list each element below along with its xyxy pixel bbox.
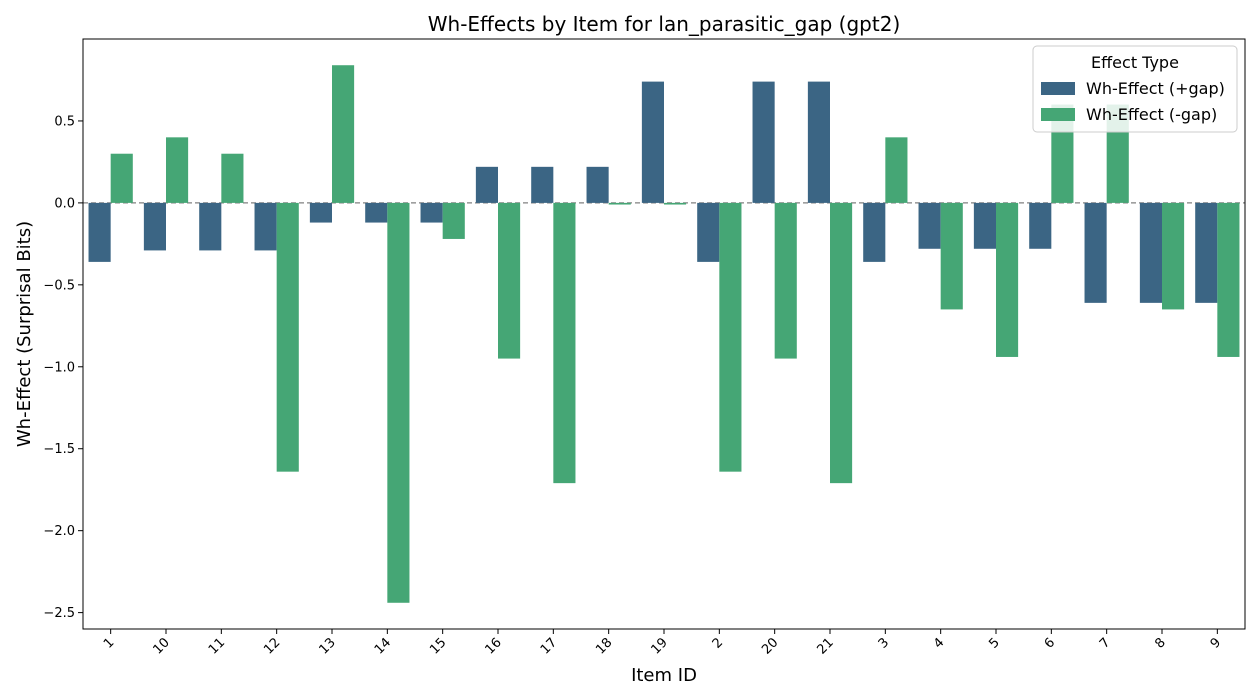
bar-plus-gap-item-8: [1139, 202, 1162, 303]
bar-minus-gap-item-4: [940, 202, 963, 310]
bar-plus-gap-item-6: [1029, 202, 1052, 249]
bar-minus-gap-item-21: [830, 202, 853, 484]
x-tick-label: 16: [483, 635, 505, 657]
x-tick-label: 10: [151, 635, 173, 657]
bar-plus-gap-item-17: [531, 166, 554, 203]
bars: [88, 65, 1240, 603]
bar-minus-gap-item-2: [719, 202, 742, 472]
legend-label-plus-gap: Wh-Effect (+gap): [1086, 79, 1225, 98]
bar-minus-gap-item-3: [885, 137, 908, 203]
x-tick-label: 13: [317, 635, 339, 657]
bar-minus-gap-item-11: [221, 153, 244, 203]
bar-plus-gap-item-12: [254, 202, 277, 251]
x-tick-label: 19: [649, 635, 671, 657]
y-tick-label: −2.0: [43, 524, 75, 539]
bar-plus-gap-item-9: [1195, 202, 1218, 303]
x-tick-label: 9: [1208, 635, 1224, 651]
bar-plus-gap-item-11: [199, 202, 222, 251]
bar-minus-gap-item-17: [553, 202, 576, 484]
x-tick-label: 3: [876, 635, 892, 651]
x-tick-label: 2: [710, 635, 726, 651]
x-axis-label: Item ID: [631, 665, 697, 686]
bar-plus-gap-item-16: [475, 166, 498, 203]
legend-title: Effect Type: [1091, 53, 1179, 72]
x-tick-label: 6: [1042, 635, 1058, 651]
x-tick-label: 8: [1152, 635, 1168, 651]
y-tick-label: −1.5: [43, 442, 75, 457]
bar-minus-gap-item-15: [442, 202, 465, 239]
bar-plus-gap-item-4: [918, 202, 941, 249]
bar-minus-gap-item-8: [1162, 202, 1185, 310]
bar-minus-gap-item-10: [166, 137, 189, 203]
bar-plus-gap-item-2: [697, 202, 720, 262]
x-tick-label: 5: [986, 635, 1002, 651]
bar-minus-gap-item-20: [774, 202, 797, 359]
x-tick-label: 15: [427, 635, 449, 657]
bar-minus-gap-item-5: [996, 202, 1019, 357]
bar-plus-gap-item-15: [420, 202, 443, 223]
bar-plus-gap-item-5: [973, 202, 996, 249]
y-axis-label: Wh-Effect (Surprisal Bits): [14, 221, 35, 447]
bar-minus-gap-item-16: [498, 202, 521, 359]
x-tick-label: 1: [101, 635, 117, 651]
y-tick-label: −1.0: [43, 360, 75, 375]
x-tick-label: 7: [1097, 635, 1113, 651]
x-tick-label: 12: [261, 635, 283, 657]
x-tick-label: 14: [372, 635, 394, 657]
x-tick-label: 17: [538, 635, 560, 657]
x-tick-label: 20: [759, 635, 781, 657]
bar-minus-gap-item-1: [110, 153, 133, 203]
chart-title: Wh-Effects by Item for lan_parasitic_gap…: [428, 12, 901, 36]
x-tick-label: 4: [931, 635, 947, 651]
legend-swatch-plus-gap: [1041, 82, 1075, 95]
bar-minus-gap-item-18: [608, 202, 631, 205]
bar-plus-gap-item-7: [1084, 202, 1107, 303]
y-tick-label: −0.5: [43, 278, 75, 293]
y-tick-label: −2.5: [43, 606, 75, 621]
bar-minus-gap-item-13: [332, 65, 355, 203]
bar-minus-gap-item-14: [387, 202, 410, 603]
legend-label-minus-gap: Wh-Effect (-gap): [1086, 105, 1217, 124]
bar-plus-gap-item-10: [143, 202, 166, 251]
bar-minus-gap-item-12: [276, 202, 299, 472]
x-tick-label: 21: [815, 635, 837, 657]
bar-minus-gap-item-19: [664, 202, 687, 205]
legend: Effect Type Wh-Effect (+gap) Wh-Effect (-g…: [1032, 45, 1238, 133]
bar-plus-gap-item-19: [641, 81, 664, 203]
y-tick-label: 0.0: [54, 196, 75, 211]
bar-plus-gap-item-21: [807, 81, 830, 203]
bar-plus-gap-item-3: [863, 202, 886, 262]
x-tick-label: 18: [593, 635, 615, 657]
legend-swatch-minus-gap: [1041, 108, 1075, 121]
y-tick-label: 0.5: [54, 114, 75, 129]
bar-plus-gap-item-1: [88, 202, 111, 262]
bar-plus-gap-item-20: [752, 81, 775, 203]
bar-minus-gap-item-9: [1217, 202, 1240, 357]
bar-plus-gap-item-14: [365, 202, 388, 223]
x-tick-label: 11: [206, 635, 228, 657]
bar-plus-gap-item-13: [309, 202, 332, 223]
bar-plus-gap-item-18: [586, 166, 609, 203]
legend-box: [1032, 45, 1238, 133]
